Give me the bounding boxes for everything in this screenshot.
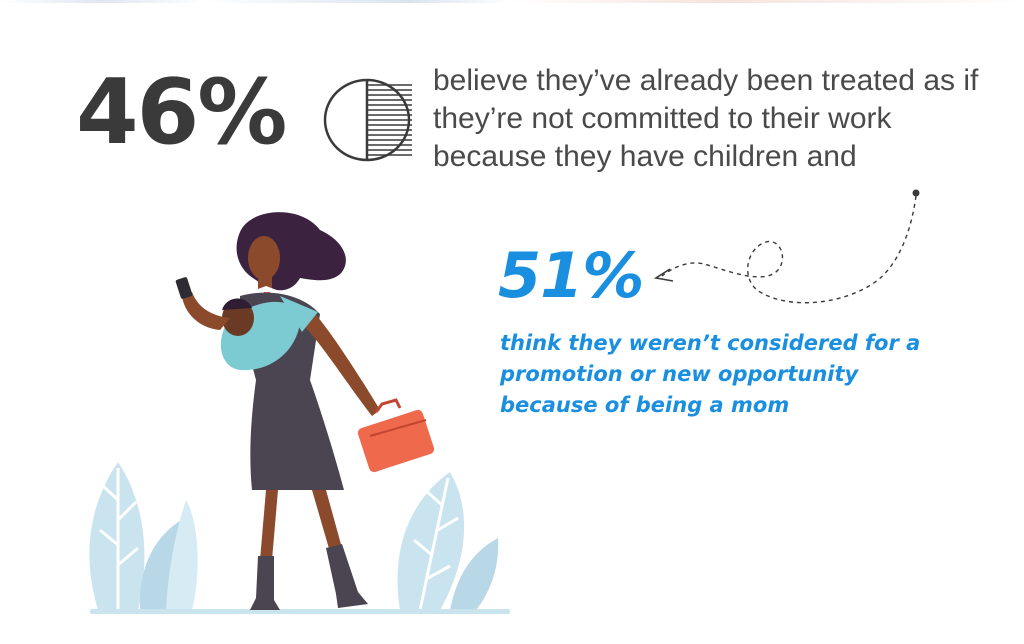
connector-arrowhead bbox=[653, 268, 674, 282]
pie-chart-hatched-half bbox=[367, 84, 412, 156]
ground-line bbox=[90, 609, 510, 614]
stat-46-value: 46% bbox=[76, 60, 287, 165]
woman-figure bbox=[175, 212, 435, 610]
top-accent-bar bbox=[0, 0, 1024, 3]
working-mom-illustration bbox=[89, 212, 510, 614]
left-plant bbox=[89, 462, 198, 610]
connector-dotted-line bbox=[661, 195, 917, 304]
pie-chart-icon bbox=[323, 78, 412, 162]
stat-46-description: believe they’ve already been treated as … bbox=[433, 64, 979, 173]
dotted-arrow-icon bbox=[653, 189, 920, 304]
pie-chart-outline bbox=[323, 78, 411, 162]
stat-51-description: think they weren’t considered for a prom… bbox=[500, 331, 921, 417]
phone bbox=[175, 277, 193, 299]
right-plant bbox=[397, 472, 499, 611]
briefcase bbox=[357, 398, 435, 473]
connector-start-dot bbox=[912, 189, 920, 197]
stat-51-value: 51% bbox=[498, 239, 644, 312]
